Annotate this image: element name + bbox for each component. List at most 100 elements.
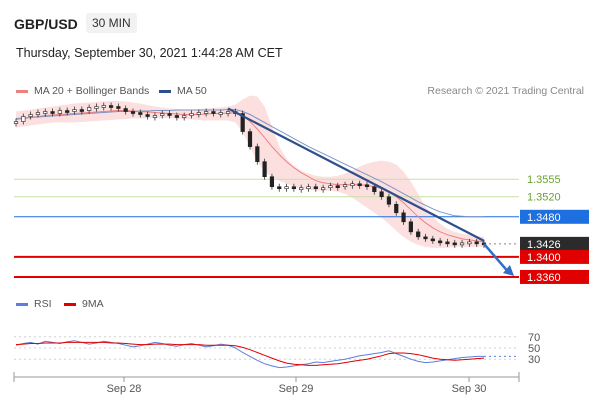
level-label-1-3426: 1.3426 <box>527 239 561 251</box>
candle <box>167 113 172 116</box>
candle <box>28 114 33 117</box>
candle <box>116 106 121 109</box>
candle <box>211 111 216 114</box>
candle <box>474 241 479 245</box>
candle <box>72 109 77 112</box>
candle <box>408 221 413 233</box>
candle <box>423 236 428 240</box>
candle <box>321 187 326 191</box>
candle <box>43 111 48 114</box>
chart-datetime: Thursday, September 30, 2021 1:44:28 AM … <box>16 46 283 60</box>
legend-label: RSI <box>34 298 52 310</box>
legend-swatch <box>16 89 28 93</box>
candle <box>386 196 392 205</box>
candle <box>394 203 399 214</box>
candle <box>445 241 450 245</box>
legend-label: MA 50 <box>177 85 207 97</box>
legend-swatch <box>159 89 171 93</box>
candle <box>357 183 362 187</box>
level-label-1-3555: 1.3555 <box>527 174 561 186</box>
candle <box>240 113 245 132</box>
candle <box>459 242 465 246</box>
candle <box>328 185 333 189</box>
legend-9ma: 9MA <box>64 298 104 310</box>
candle <box>313 186 318 190</box>
candle <box>174 115 179 118</box>
legend-label: 9MA <box>82 298 104 310</box>
candle <box>94 106 99 109</box>
candle <box>379 191 384 198</box>
candle <box>13 121 19 124</box>
candle <box>101 105 106 108</box>
research-credit: Research © 2021 Trading Central <box>427 85 584 97</box>
x-tick-label: Sep 30 <box>452 383 487 395</box>
candle <box>438 240 443 244</box>
candle <box>130 111 136 114</box>
candle <box>225 111 231 114</box>
projection-arrow-shaft <box>483 243 511 275</box>
candle <box>204 111 209 114</box>
resistance-trendline <box>227 107 485 242</box>
level-label-1-3520: 1.3520 <box>527 192 561 204</box>
candle <box>65 110 70 113</box>
candle <box>108 105 114 108</box>
candle <box>87 107 92 111</box>
legend-swatch <box>16 302 28 306</box>
rsi-tick-50: 50 <box>528 343 540 355</box>
level-tag-1-3400 <box>520 249 589 264</box>
level-label-1-3480: 1.3480 <box>527 212 561 224</box>
rsi-tick-30: 30 <box>528 354 540 366</box>
legend-label: MA 20 + Bollinger Bands <box>34 85 150 97</box>
candle <box>196 112 201 115</box>
candle <box>255 146 260 162</box>
candle <box>50 111 55 114</box>
candle <box>21 116 26 122</box>
ma50-line <box>15 109 484 218</box>
candle <box>364 184 370 188</box>
timeframe-badge[interactable]: 30 MIN <box>86 13 137 33</box>
candle <box>79 109 84 112</box>
rsi-tick-70: 70 <box>528 332 540 344</box>
rsi-line <box>15 340 484 369</box>
level-tag-1-3480 <box>520 209 589 224</box>
bollinger-band <box>16 95 484 248</box>
candle <box>247 131 253 147</box>
candle <box>291 186 296 190</box>
candle <box>452 242 457 246</box>
ma20-line <box>15 110 485 243</box>
candle <box>342 184 348 188</box>
candle <box>284 186 289 190</box>
candle <box>299 187 304 191</box>
level-tag-1-3360 <box>520 269 589 284</box>
projection-arrow-head <box>503 264 514 276</box>
candle <box>467 241 472 245</box>
candle <box>35 112 41 115</box>
legend-rsi: RSI <box>16 298 52 310</box>
candle <box>372 186 377 193</box>
candle <box>401 212 406 223</box>
candle <box>306 186 311 190</box>
level-label-1-3360: 1.3360 <box>527 272 561 284</box>
candle <box>277 186 282 190</box>
candle <box>218 112 223 115</box>
candle <box>350 183 355 187</box>
candle <box>152 115 158 118</box>
candle <box>416 231 421 238</box>
candle <box>57 110 62 114</box>
level-label-1-3400: 1.3400 <box>527 252 561 264</box>
x-tick-label: Sep 29 <box>279 383 314 395</box>
legend-swatch <box>64 302 76 306</box>
legend-ma50: MA 50 <box>159 85 207 97</box>
symbol-title: GBP/USD <box>14 16 78 32</box>
candle <box>189 113 194 116</box>
candle <box>138 112 143 115</box>
x-tick-label: Sep 28 <box>107 383 142 395</box>
candle <box>182 115 187 118</box>
rsi-9ma-line <box>15 341 485 366</box>
candle <box>430 238 435 242</box>
legend-ma20-bb: MA 20 + Bollinger Bands <box>16 85 149 97</box>
candle <box>160 113 165 116</box>
candle <box>123 108 128 112</box>
candle <box>269 176 275 188</box>
